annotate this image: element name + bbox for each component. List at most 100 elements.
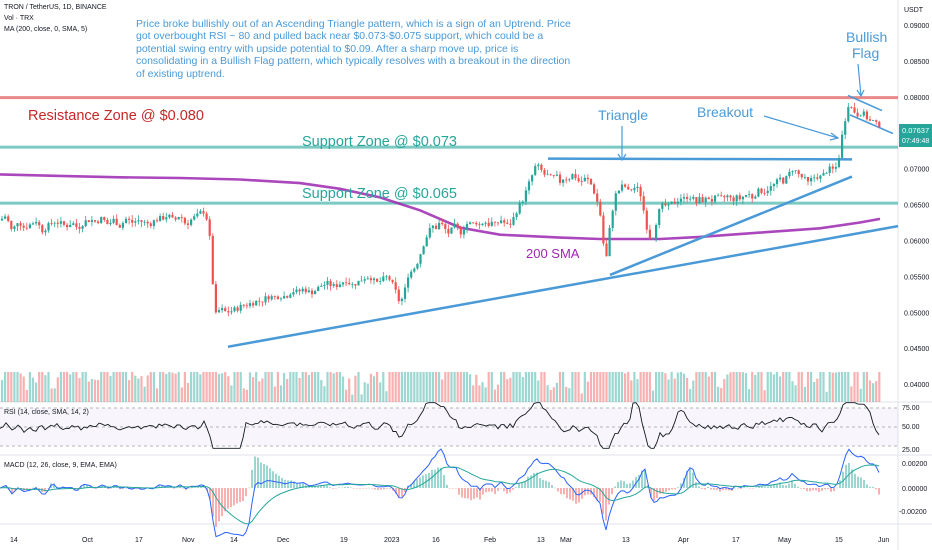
candle-body [273,296,276,297]
volume-bar [642,372,645,402]
macd-histogram-bar [644,469,646,488]
volume-bar [636,379,639,402]
candle-body [819,175,822,179]
volume-bar [831,372,834,402]
macd-histogram-bar [11,488,13,494]
macd-histogram-bar [713,488,715,490]
macd-histogram-bar [692,472,694,488]
volume-bar [503,372,506,402]
volume-bar [326,372,329,402]
macd-histogram-bar [716,488,718,490]
macd-histogram-bar [695,482,697,488]
macd-histogram-bar [443,475,445,488]
volume-bar [376,372,379,402]
time-tick: May [778,537,792,544]
volume-bar [540,372,543,402]
time-tick: 2023 [384,537,400,544]
volume-bar [233,372,236,402]
candle-body [78,226,81,229]
candle-body [444,224,447,229]
price-axis-unit: USDT [904,7,924,14]
macd-histogram-bar [458,488,460,495]
candle-body [558,174,562,183]
volume-legend[interactable]: Vol · TRX [4,15,34,22]
volume-bar [307,375,310,402]
candle-body [447,228,450,234]
candle-body [450,227,453,234]
candle-body [689,198,692,200]
volume-bar [834,372,837,402]
macd-histogram-bar [812,488,814,491]
macd-histogram-bar [413,481,415,488]
volume-bar [788,372,791,402]
candle-body [87,220,90,222]
macd-histogram-bar [581,488,583,499]
volume-bar [214,372,217,402]
macd-histogram-bar [737,488,739,489]
candle-body [227,311,230,313]
time-axis[interactable]: 14 Oct 17 Nov 14 Dec 19 2023 16 Feb 13 Mar 13 Apr 17 Ma… [10,537,889,544]
candle-body [264,296,267,303]
candle-body [84,220,87,227]
macd-histogram-bar [677,487,679,488]
macd-histogram-bar [575,488,577,504]
price-tick: 0.07000 [904,167,929,174]
macd-histogram-bar [425,474,427,488]
candle-body [50,223,53,224]
volume-bar [422,372,425,402]
volume-bar [434,372,438,402]
candle-body [431,225,434,229]
triangle-label: Triangle [598,107,648,123]
volume-bar [518,372,521,402]
candle-body [531,175,534,182]
volume-bar [66,372,69,402]
macd-tick-zero: 0.00000 [902,486,927,493]
price-axis[interactable]: USDT 0.090000.085000.080000.075000.07000… [904,7,929,389]
volume-bar [813,381,816,402]
candle-body [614,193,617,211]
candle-body [475,222,478,225]
trendlines [227,94,899,348]
price-tick: 0.06500 [904,203,929,210]
candle-body [645,210,648,230]
macd-legend[interactable]: MACD (12, 26, close, 9, EMA, EMA) [4,462,117,469]
symbol-header[interactable]: TRON / TetherUS, 1D, BINANCE [4,4,107,11]
volume-bar [875,381,878,402]
macd-histogram-bar [197,487,199,488]
candle-body [56,222,59,224]
candle-body [543,170,546,175]
volume-bar [320,379,323,402]
volume-bar [819,372,822,402]
candle-body [760,188,763,193]
rsi-legend[interactable]: RSI (14, close, SMA, 14, 2) [4,409,89,416]
volume-bar [221,373,224,402]
volume-bar [527,372,531,402]
candle-body [4,216,7,219]
macd-histogram-bar [569,488,571,500]
countdown-value: 07:49:48 [902,138,929,145]
candle-body [775,179,779,185]
candle-body [239,304,242,311]
volume-bar [562,372,565,402]
rsi-line [0,402,880,449]
macd-histogram-bar [44,488,46,492]
sma-label: 200 SMA [526,246,580,261]
volume-bar [81,372,84,402]
candle-body [856,112,859,117]
macd-histogram-bar [758,486,760,488]
macd-histogram-bar [83,484,85,488]
volume-bar [791,381,794,402]
volume-bar [131,372,134,402]
volume-bar [252,377,255,402]
volume-bar [741,372,744,402]
price-tick: 0.04500 [904,346,929,353]
macd-histogram-bar [263,464,265,488]
volume-bar [230,385,233,402]
volume-bar [53,388,56,402]
ma-legend[interactable]: MA (200, close, 0, SMA, 5) [4,26,88,33]
volume-bar [162,372,165,402]
candle-body [255,300,258,306]
volume-bar [44,375,47,402]
macd-histogram-bar [227,488,229,509]
